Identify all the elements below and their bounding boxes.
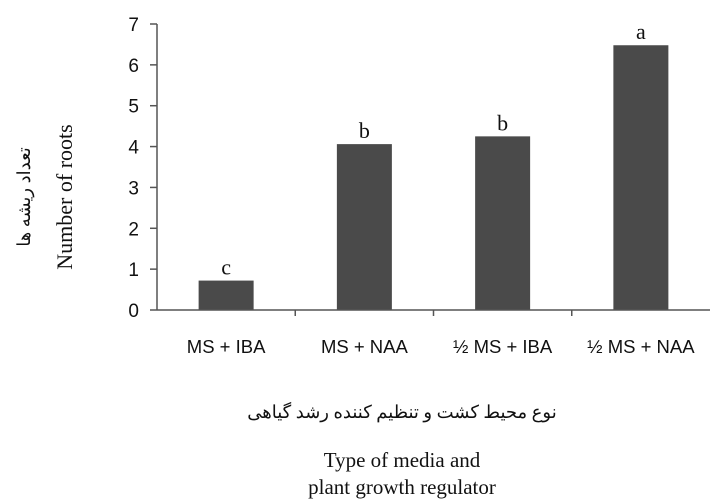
y-tick-label-6: 6: [128, 56, 139, 77]
x-axis-categories: MS + IBA MS + NAA ½ MS + IBA ½ MS + NAA: [187, 310, 695, 357]
significance-letter-3: a: [636, 19, 646, 44]
bar-1: [336, 144, 392, 310]
x-category-label-3: ½ MS + NAA: [587, 336, 695, 357]
x-axis-label-line-1: Type of media and: [324, 448, 481, 472]
y-tick-label-4: 4: [128, 138, 139, 159]
x-category-label-0: MS + IBA: [187, 336, 266, 357]
y-tick-label-0: 0: [128, 301, 139, 322]
x-axis-label-line-2: plant growth regulator: [308, 475, 496, 499]
significance-letter-1: b: [359, 118, 370, 143]
significance-letters: c b b a: [221, 19, 646, 279]
bar-3: [613, 45, 669, 310]
y-tick-label-5: 5: [128, 97, 139, 118]
y-axis-ticks: 0 1 2 3 4 5 6 7: [128, 15, 157, 322]
bar-2: [475, 136, 531, 310]
bars: [198, 45, 669, 310]
y-axis-label: Number of roots: [52, 124, 77, 269]
y-tick-label-1: 1: [128, 260, 139, 281]
significance-letter-2: b: [497, 110, 508, 135]
x-axis-label-persian: نوع محیط کشت و تنظیم کننده رشد گیاهی: [247, 401, 556, 423]
x-category-label-1: MS + NAA: [321, 336, 409, 357]
x-category-label-2: ½ MS + IBA: [453, 336, 553, 357]
y-tick-label-2: 2: [128, 219, 139, 240]
y-tick-label-7: 7: [128, 15, 139, 36]
significance-letter-0: c: [221, 255, 231, 280]
bar-0: [198, 280, 254, 310]
y-tick-label-3: 3: [128, 178, 139, 199]
y-axis-label-persian: تعداد ریشه ها: [14, 147, 35, 247]
